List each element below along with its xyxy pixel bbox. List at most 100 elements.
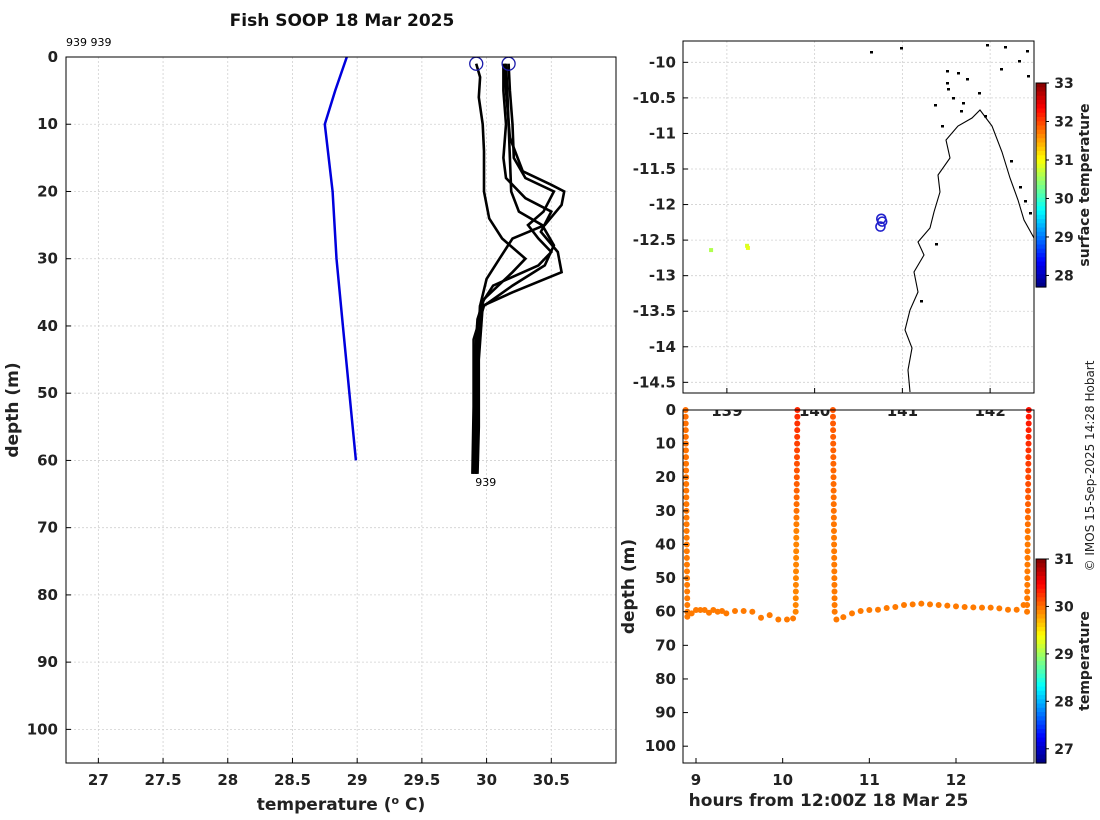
island [935, 243, 938, 246]
cast-point [683, 454, 690, 461]
island [960, 110, 963, 113]
x-tick-label: 30.5 [533, 771, 570, 789]
section-colorbar-swatch [1036, 669, 1046, 675]
cast-point [1024, 575, 1031, 582]
cast-point [1025, 440, 1032, 447]
y-tick-label: 20 [37, 182, 58, 200]
profile-axes-frame [65, 56, 617, 764]
island [984, 115, 987, 118]
section-colorbar-swatch [1036, 673, 1046, 679]
section-colorbar-swatch [1036, 720, 1046, 726]
cast-point [1025, 487, 1032, 494]
map-colorbar-swatch [1036, 112, 1046, 118]
cast-point [792, 601, 799, 608]
cast-point [793, 528, 800, 535]
section-colorbar-swatch [1036, 686, 1046, 692]
map-y-tick-label: -10 [649, 53, 676, 71]
tow-point [979, 604, 985, 611]
section-panel: 0 10 20 30 40 50 60 70 80 90 100 9 10 11 12 hours from … [619, 398, 1093, 811]
cast-point [793, 460, 800, 467]
map-colorbar-swatch [1036, 231, 1046, 237]
map-colorbar-swatch [1036, 257, 1046, 263]
tow-point [697, 607, 704, 614]
map-colorbar-swatch [1036, 219, 1046, 224]
cast-point [1024, 561, 1031, 568]
map-colorbar-swatch [1036, 87, 1046, 93]
section-colorbar-swatch [1036, 610, 1046, 615]
tow-point [723, 610, 730, 617]
island [934, 104, 937, 107]
cast-point [1024, 507, 1031, 514]
cast-point [683, 528, 690, 535]
cast-point [1025, 494, 1032, 501]
cast-point [684, 588, 691, 595]
x-tick-label: 29.5 [403, 771, 440, 789]
copyright-text: © IMOS 15-Sep-2025 14:28 Hobart [1083, 360, 1097, 571]
section-colorbar-label: temperature [1077, 611, 1093, 711]
cast-marker [875, 221, 886, 232]
climatology-line [323, 56, 358, 461]
cast-point [793, 467, 800, 474]
map-colorbar-swatch [1036, 117, 1046, 122]
map-colorbar-swatch [1036, 240, 1046, 246]
cast-point [1024, 548, 1031, 555]
tow-point [961, 604, 968, 611]
cast-point [831, 581, 838, 588]
chart-title: Fish SOOP 18 Mar 2025 [230, 11, 455, 31]
section-colorbar-swatch [1036, 652, 1046, 658]
map-colorbar-swatch [1036, 197, 1046, 203]
section-colorbar-swatch [1036, 627, 1046, 632]
cast-point [1024, 521, 1031, 528]
profile-line [476, 63, 564, 474]
map-colorbar-swatch [1036, 155, 1046, 161]
section-colorbar-swatch [1036, 712, 1046, 717]
map-y-tick-label: -13 [649, 267, 676, 285]
map-y-tick-label: -12.5 [633, 231, 676, 249]
section-colorbar-swatch [1036, 661, 1046, 666]
sst-point [745, 243, 750, 248]
sst-point [745, 245, 750, 250]
profile-end-label: 939 [475, 476, 496, 489]
section-y-tick-label: 100 [645, 737, 676, 755]
section-y-tick-label: 40 [655, 535, 676, 553]
map-colorbar-swatch [1036, 104, 1046, 110]
tow-point [706, 609, 712, 616]
section-colorbar-swatch [1036, 758, 1046, 764]
map-colorbar-frame [1035, 82, 1047, 288]
y-tick-label: 100 [27, 720, 58, 738]
tow-point [740, 608, 747, 615]
cast-point [831, 595, 838, 602]
cast-point [831, 548, 838, 555]
section-colorbar-swatch [1036, 682, 1046, 688]
cast-point [682, 427, 689, 434]
section-colorbar-swatch [1036, 703, 1046, 709]
y-tick-label: 80 [37, 586, 58, 604]
cast-marker [876, 216, 888, 227]
section-colorbar-swatch [1036, 614, 1046, 620]
profile-panel: 939 27 27.5 28 28.5 29 29.5 30 30.5 0 10 20 30 40 50 60… [3, 48, 617, 815]
map-colorbar-swatch [1036, 210, 1046, 216]
map-colorbar-swatch [1036, 134, 1046, 139]
cast-point [830, 460, 837, 467]
cast-point [1025, 447, 1032, 454]
island [966, 78, 969, 81]
tow-point [849, 610, 855, 617]
section-colorbar-swatch [1036, 737, 1046, 743]
cast-point [683, 561, 690, 568]
tow-point [892, 604, 899, 611]
tow-point [701, 607, 708, 614]
tow-point [970, 604, 977, 611]
section-colorbar-swatch [1036, 724, 1046, 730]
map-colorbar-tick-label: 31 [1054, 153, 1073, 169]
tow-point [766, 612, 773, 619]
section-y-tick-label: 90 [655, 704, 676, 722]
cast-point [1025, 413, 1032, 420]
island [1029, 212, 1032, 215]
island [900, 47, 903, 50]
tow-point [857, 608, 864, 615]
island [946, 82, 949, 85]
map-colorbar-swatch [1036, 168, 1046, 173]
section-top-mask [681, 398, 1036, 410]
tow-point [840, 614, 847, 621]
map-colorbar-swatch [1036, 206, 1046, 212]
